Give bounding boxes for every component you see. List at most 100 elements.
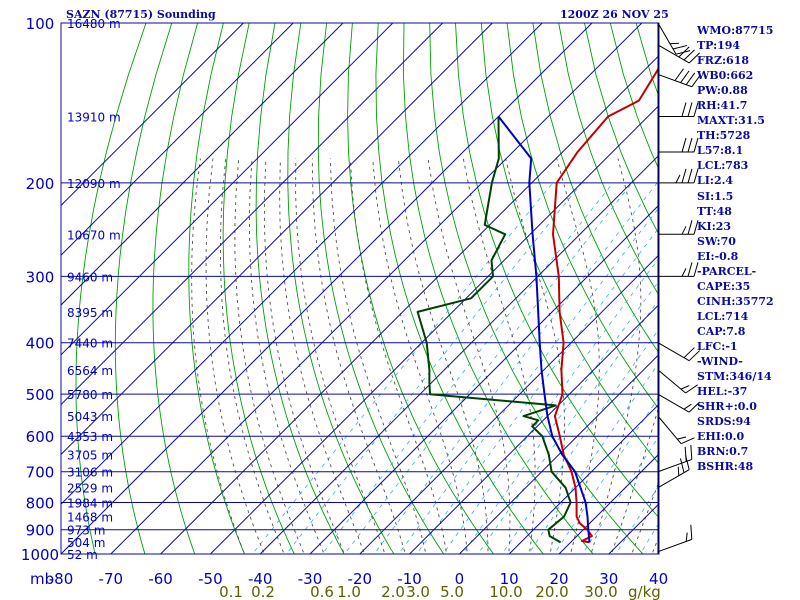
- dry-adiabat-line: [558, 23, 659, 297]
- stability-index-item: CAPE:35: [697, 279, 751, 293]
- mixing-ratio-tick-label: 3.0: [406, 583, 430, 600]
- dry-adiabat-line: [375, 23, 544, 554]
- height-label: 1984 m: [67, 497, 113, 511]
- wind-barb: [657, 22, 691, 55]
- wind-barb-staff: [657, 415, 682, 445]
- isotherm-line: [409, 303, 659, 554]
- wind-barb: [657, 524, 693, 553]
- wind-barb-flag: [684, 446, 687, 462]
- wind-barb-flag: [680, 437, 695, 445]
- dry-adiabat-line: [188, 23, 245, 554]
- stability-index-item: CAP:7.8: [697, 324, 746, 338]
- moist-adiabat-line: [263, 158, 345, 554]
- dry-adiabat-line: [222, 23, 295, 554]
- moist-adiabat-line: [311, 158, 406, 554]
- wind-barb-staff: [657, 458, 692, 473]
- moist-adiabat-line: [295, 158, 386, 554]
- dry-adiabat-line: [114, 23, 173, 554]
- isotherm-line: [508, 403, 659, 554]
- temperature-tick-label: -40: [248, 570, 273, 588]
- pressure-tick-label: 1000: [21, 546, 59, 564]
- pressure-unit-label: mb: [30, 570, 54, 588]
- mixing-ratio-line: [442, 257, 659, 554]
- dry-adiabat-line: [506, 23, 659, 410]
- wind-barb: [657, 444, 693, 473]
- mixing-ratio-lines: [251, 182, 659, 554]
- wind-barb-flag: [672, 44, 688, 50]
- height-label: 2529 m: [67, 482, 113, 496]
- wind-barb-flag: [688, 52, 700, 64]
- stability-index-item: L57:8.1: [697, 144, 744, 158]
- isotherm-line: [210, 104, 659, 554]
- wind-barb-flag: [675, 174, 681, 184]
- moist-adiabat-line: [372, 158, 468, 554]
- stability-index-item: CINH:35772: [697, 294, 774, 308]
- isotherm-line: [309, 204, 659, 554]
- stability-index-item: STM:346/14: [697, 370, 772, 384]
- temperature-tick-label: 40: [649, 570, 668, 588]
- isotherm-line: [259, 154, 659, 554]
- temperature-tick-label: 0: [455, 570, 465, 588]
- mixing-ratio-unit-label: g/kg: [628, 583, 661, 600]
- wind-barb-staff: [657, 73, 692, 88]
- dry-adiabat-line: [317, 23, 445, 554]
- moist-adiabat-line: [219, 158, 285, 554]
- dry-adiabat-line: [532, 23, 659, 354]
- wind-barb-staff: [657, 44, 690, 64]
- stability-index-item: TP:194: [697, 39, 741, 53]
- dry-adiabat-line: [287, 23, 395, 554]
- wind-barb: [657, 393, 700, 413]
- stability-index-item: SHR+:0.0: [697, 400, 757, 414]
- wind-barb-flag: [683, 347, 695, 359]
- wind-barb-flag: [687, 220, 693, 235]
- moist-adiabat-line: [462, 158, 536, 554]
- mixing-ratio-tick-label: 5.0: [440, 583, 464, 600]
- temperature-tick-label: -10: [397, 570, 422, 588]
- pressure-tick-label: 800: [26, 495, 55, 513]
- stability-index-item: EI:-0.8: [697, 249, 739, 263]
- height-label: 12090 m: [67, 177, 121, 191]
- isotherm-line: [61, 23, 394, 356]
- wind-barb-flag: [690, 524, 693, 540]
- mixing-ratio-tick-label: 0.1: [219, 583, 243, 600]
- mixing-ratio-line: [527, 362, 659, 554]
- wind-barb-flag: [691, 74, 701, 88]
- isotherm-line: [558, 453, 659, 554]
- wind-barb-flag: [688, 350, 700, 362]
- moist-adiabat-line: [279, 158, 365, 554]
- isotherm-line: [110, 23, 643, 554]
- stability-index-item: BRN:0.7: [697, 445, 749, 459]
- height-label: 1468 m: [67, 511, 113, 525]
- stability-index-item: LFC:-1: [697, 339, 738, 353]
- moist-adiabat-line: [205, 158, 265, 554]
- height-labels: 16480 m 13910 m 12090 m 10670 m 9460 m 8395 m…: [67, 17, 121, 562]
- isotherm-line: [61, 23, 443, 406]
- wind-barb-flag: [683, 403, 692, 410]
- mixing-ratio-line: [251, 182, 554, 554]
- wind-barb: [658, 220, 699, 235]
- mixing-ratio-line: [462, 280, 659, 554]
- wind-barb-flag: [693, 220, 699, 235]
- mixing-ratio-line: [615, 484, 659, 554]
- height-label: 52 m: [67, 548, 98, 562]
- wind-barb: [657, 342, 700, 362]
- chart-title: SAZN (87715) Sounding: [66, 8, 216, 21]
- isotherm-line: [459, 353, 659, 554]
- wind-barb-flag: [680, 385, 690, 390]
- temperature-tick-label: -60: [148, 570, 173, 588]
- stability-index-item: SRDS:94: [697, 415, 751, 429]
- wind-barb-flag: [681, 137, 687, 153]
- stability-indices-panel: WMO:87715 TP:194 FRZ:618 WB0:662 PW:0.88 RH:4…: [697, 23, 774, 474]
- wind-barb-flag: [685, 72, 696, 86]
- wind-barb-flag: [677, 436, 687, 440]
- isotherm-line: [61, 23, 543, 505]
- plot-area: [61, 23, 659, 554]
- pressure-tick-label: 400: [26, 335, 55, 353]
- stability-index-item: LCL:714: [697, 309, 749, 323]
- mixing-ratio-tick-label: 1.0: [337, 583, 361, 600]
- wind-barbs: [657, 22, 701, 554]
- mixing-ratio-line: [639, 522, 659, 554]
- height-label: 5043 m: [67, 410, 113, 424]
- wind-barb-flag: [675, 50, 691, 55]
